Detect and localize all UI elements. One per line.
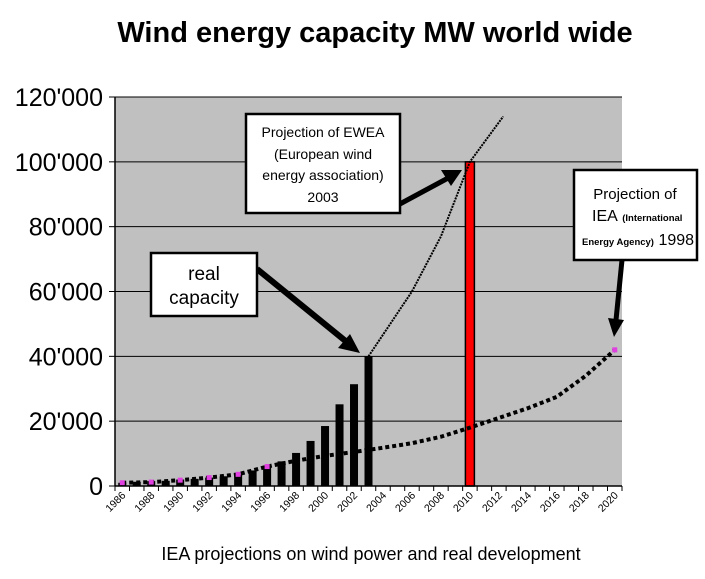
bar-2001 (335, 404, 344, 486)
bar-2002 (350, 384, 359, 486)
iea-marker-2020 (612, 347, 618, 353)
x-tick-label: 2006 (393, 490, 418, 515)
x-tick-label: 2012 (480, 490, 505, 515)
y-tick-label: 0 (89, 473, 103, 501)
annotation-iea-line1: Projection of (593, 186, 677, 203)
chart-title: Wind energy capacity MW world wide (117, 17, 632, 49)
bar-1997 (277, 461, 286, 486)
bar-1991 (190, 478, 199, 486)
y-tick-label: 80'000 (29, 214, 103, 242)
annotation-ewea-line3: energy association) (262, 167, 383, 183)
bar-1989 (161, 480, 170, 486)
x-tick-label: 2004 (364, 490, 389, 515)
iea-marker-1988 (148, 479, 154, 485)
bar-1994 (234, 474, 243, 486)
bar-1990 (176, 479, 185, 486)
y-tick-label: 120'000 (15, 84, 103, 112)
bar-2003 (364, 356, 373, 486)
bar-1996 (263, 466, 272, 486)
annotation-iea: Projection of IEA (International Energy … (572, 168, 699, 337)
annotation-iea-small2: Energy Agency) (582, 237, 654, 248)
x-tick-label: 2010 (451, 490, 476, 515)
annotation-ewea-line1: Projection of EWEA (262, 124, 386, 140)
x-tick-label: 2014 (509, 490, 534, 515)
annotation-iea-year: 1998 (658, 232, 694, 249)
bar-1995 (248, 470, 257, 486)
iea-marker-1986 (119, 480, 125, 486)
annotation-ewea-line2: (European wind (274, 146, 372, 162)
y-tick-label: 60'000 (29, 279, 103, 307)
annotation-iea-big: IEA (592, 208, 618, 225)
x-tick-label: 1990 (161, 490, 186, 515)
annotation-real-line2: capacity (169, 288, 239, 309)
y-tick-label: 20'000 (29, 408, 103, 436)
x-tick-label: 2016 (538, 490, 563, 515)
bar-2010 (464, 161, 476, 487)
x-tick-label: 1998 (277, 490, 302, 515)
x-tick-label: 2008 (422, 490, 447, 515)
x-tick-label: 1996 (248, 490, 273, 515)
annotation-real-capacity: real capacity (149, 251, 360, 353)
bar-1999 (306, 440, 315, 486)
x-tick-label: 2002 (335, 490, 360, 515)
annotation-ewea-line4: 2003 (307, 189, 338, 205)
bar-1993 (219, 476, 228, 486)
bar-1998 (292, 452, 301, 486)
ewea-projection-line (367, 115, 505, 357)
x-tick-label: 1994 (219, 490, 244, 515)
iea-marker-1990 (177, 477, 183, 483)
iea-marker-1992 (206, 475, 212, 481)
bar-1992 (205, 477, 214, 486)
annotation-iea-small: (International (622, 213, 682, 224)
y-tick-label: 40'000 (29, 343, 103, 371)
annotation-iea-line2: IEA (International (592, 208, 682, 225)
x-tick-label: 2018 (567, 490, 592, 515)
x-tick-label: 1986 (103, 490, 128, 515)
x-tick-label: 1992 (190, 490, 215, 515)
iea-marker-1996 (264, 464, 270, 470)
annotation-ewea: Projection of EWEA (European wind energy… (244, 112, 462, 215)
x-tick-label: 1988 (132, 490, 157, 515)
annotation-iea-line3: Energy Agency) 1998 (582, 232, 694, 249)
chart-caption: IEA projections on wind power and real d… (161, 544, 580, 564)
iea-marker-1994 (235, 471, 241, 477)
y-tick-label: 100'000 (15, 149, 103, 177)
x-tick-label: 2000 (306, 490, 331, 515)
annotation-real-line1: real (188, 264, 220, 285)
x-tick-label: 2020 (596, 490, 621, 515)
